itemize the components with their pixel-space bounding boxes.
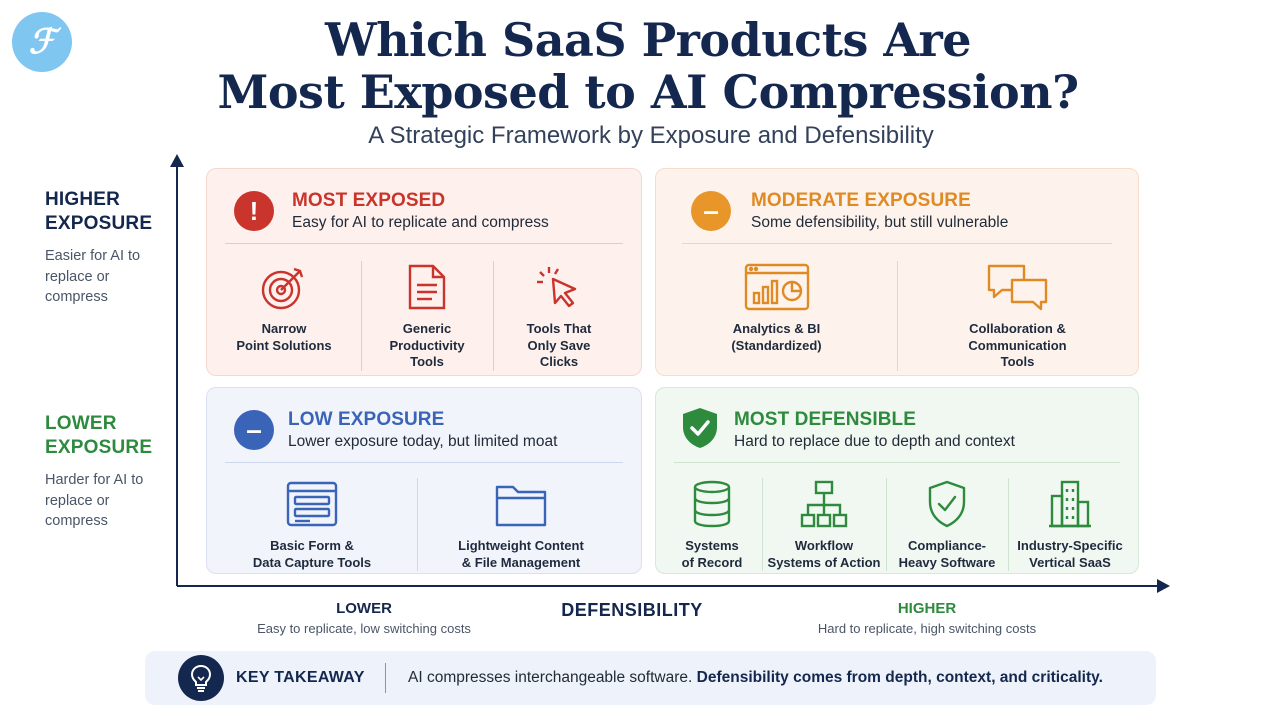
key-takeaway-bar: KEY TAKEAWAY AI compresses interchangeab… (145, 651, 1156, 705)
item-lightweight-content: Lightweight Content & File Management (417, 478, 625, 571)
item-analytics-bi: Analytics & BI (Standardized) (656, 261, 897, 371)
y-axis-arrow (170, 154, 184, 167)
form-icon (286, 478, 338, 530)
item-vertical-saas: Industry-Specific Vertical SaaS (1008, 478, 1132, 571)
item-basic-form: Basic Form & Data Capture Tools (207, 478, 417, 571)
quadrant-desc: Lower exposure today, but limited moat (288, 433, 558, 450)
quadrant-desc: Easy for AI to replicate and compress (292, 214, 549, 231)
item-separator (493, 261, 494, 371)
lightbulb-icon (178, 655, 224, 701)
item-separator (417, 478, 418, 571)
quadrant-most-exposed: ! MOST EXPOSED Easy for AI to replicate … (206, 168, 642, 376)
takeaway-label: KEY TAKEAWAY (236, 669, 365, 686)
x-label-higher: HIGHER Hard to replicate, high switching… (797, 600, 1057, 636)
minus-icon: – (691, 191, 731, 231)
divider (674, 462, 1120, 463)
takeaway-divider (385, 663, 386, 693)
item-label: Compliance- Heavy Software (898, 538, 996, 570)
takeaway-text-bold: Defensibility comes from depth, context,… (696, 669, 1103, 686)
x-higher-desc: Hard to replicate, high switching costs (817, 621, 1037, 636)
quadrant-title: LOW EXPOSURE (288, 409, 445, 430)
x-axis-title: DEFENSIBILITY (561, 600, 703, 620)
divider (682, 243, 1112, 244)
item-label: Industry-Specific Vertical SaaS (1017, 538, 1123, 570)
y-high-line2: EXPOSURE (45, 213, 153, 234)
document-icon (406, 261, 448, 313)
item-separator (897, 261, 898, 371)
quadrant-header: ! MOST EXPOSED Easy for AI to replicate … (207, 169, 641, 245)
cursor-click-icon (535, 261, 583, 313)
item-systems-of-record: Systems of Record (662, 478, 762, 571)
takeaway-text: AI compresses interchangeable software. … (408, 669, 1103, 687)
item-row: Narrow Point Solutions Generic Productiv… (207, 261, 641, 371)
page-subtitle: A Strategic Framework by Exposure and De… (368, 122, 934, 149)
database-icon (692, 478, 732, 530)
item-row: Analytics & BI (Standardized) Collaborat… (656, 261, 1138, 371)
quadrant-header: – LOW EXPOSURE Lower exposure today, but… (207, 388, 641, 464)
x-higher-title: HIGHER (897, 600, 957, 617)
item-row: Systems of Record Workflow Systems of Ac… (662, 478, 1138, 571)
analytics-dashboard-icon (744, 261, 810, 313)
shield-check-icon (927, 478, 967, 530)
item-narrow-point: Narrow Point Solutions (207, 261, 361, 371)
item-separator (886, 478, 887, 571)
shield-check-icon (680, 406, 720, 455)
chat-bubbles-icon (986, 261, 1050, 313)
item-compliance: Compliance- Heavy Software (886, 478, 1008, 571)
quadrant-moderate-exposure: – MODERATE EXPOSURE Some defensibility, … (655, 168, 1139, 376)
y-high-line1: HIGHER (45, 189, 121, 210)
brand-logo: ℱ (12, 12, 72, 72)
y-high-desc: Easier for AI to replace or compress (45, 248, 141, 305)
divider (225, 462, 623, 463)
minus-icon: – (234, 410, 274, 450)
quadrant-most-defensible: MOST DEFENSIBLE Hard to replace due to d… (655, 387, 1139, 574)
quadrant-title: MOST DEFENSIBLE (734, 409, 917, 430)
item-generic-productivity: Generic Productivity Tools (361, 261, 493, 371)
y-label-low: LOWER EXPOSURE Harder for AI to replace … (45, 412, 155, 532)
takeaway-text-plain: AI compresses interchangeable software. (408, 669, 693, 686)
x-lower-desc: Easy to replicate, low switching costs (257, 621, 471, 636)
item-save-clicks: Tools That Only Save Clicks (493, 261, 625, 371)
y-label-high: HIGHER EXPOSURE Easier for AI to replace… (45, 188, 155, 308)
exclamation-icon: ! (234, 191, 274, 231)
quadrant-title: MODERATE EXPOSURE (751, 190, 971, 211)
item-label: Generic Productivity Tools (389, 321, 465, 369)
folder-icon (495, 478, 547, 530)
item-separator (762, 478, 763, 571)
x-axis-arrow (1157, 579, 1170, 593)
y-low-line1: LOWER (45, 413, 117, 434)
quadrant-desc: Some defensibility, but still vulnerable (751, 214, 1009, 231)
buildings-icon (1048, 478, 1092, 530)
quadrant-title: MOST EXPOSED (292, 190, 446, 211)
title-line-2: Most Exposed to AI Compression? (217, 65, 1079, 119)
divider (225, 243, 623, 244)
item-workflow: Workflow Systems of Action (762, 478, 886, 571)
title-line-1: Which SaaS Products Are (324, 13, 972, 67)
x-label-lower: LOWER Easy to replicate, low switching c… (234, 600, 494, 636)
item-label: Analytics & BI (Standardized) (731, 321, 822, 353)
item-label: Collaboration & Communication Tools (968, 321, 1067, 369)
y-low-line2: EXPOSURE (45, 437, 153, 458)
item-label: Workflow Systems of Action (767, 538, 881, 570)
page-title: Which SaaS Products Are Most Exposed to … (0, 14, 1280, 118)
item-label: Lightweight Content & File Management (458, 538, 584, 570)
target-icon (260, 261, 308, 313)
quadrant-header: – MODERATE EXPOSURE Some defensibility, … (656, 169, 1138, 245)
item-separator (1008, 478, 1009, 571)
item-label: Narrow Point Solutions (236, 321, 332, 353)
y-low-desc: Harder for AI to replace or compress (45, 472, 144, 529)
item-label: Systems of Record (681, 538, 743, 570)
quadrant-header: MOST DEFENSIBLE Hard to replace due to d… (656, 388, 1138, 464)
item-row: Basic Form & Data Capture Tools Lightwei… (207, 478, 641, 571)
quadrant-low-exposure: – LOW EXPOSURE Lower exposure today, but… (206, 387, 642, 574)
item-collaboration: Collaboration & Communication Tools (897, 261, 1138, 371)
x-lower-title: LOWER (336, 600, 392, 617)
item-label: Basic Form & Data Capture Tools (252, 538, 372, 570)
quadrant-desc: Hard to replace due to depth and context (734, 433, 1015, 450)
workflow-icon (800, 478, 848, 530)
item-separator (361, 261, 362, 371)
item-label: Tools That Only Save Clicks (526, 321, 592, 369)
